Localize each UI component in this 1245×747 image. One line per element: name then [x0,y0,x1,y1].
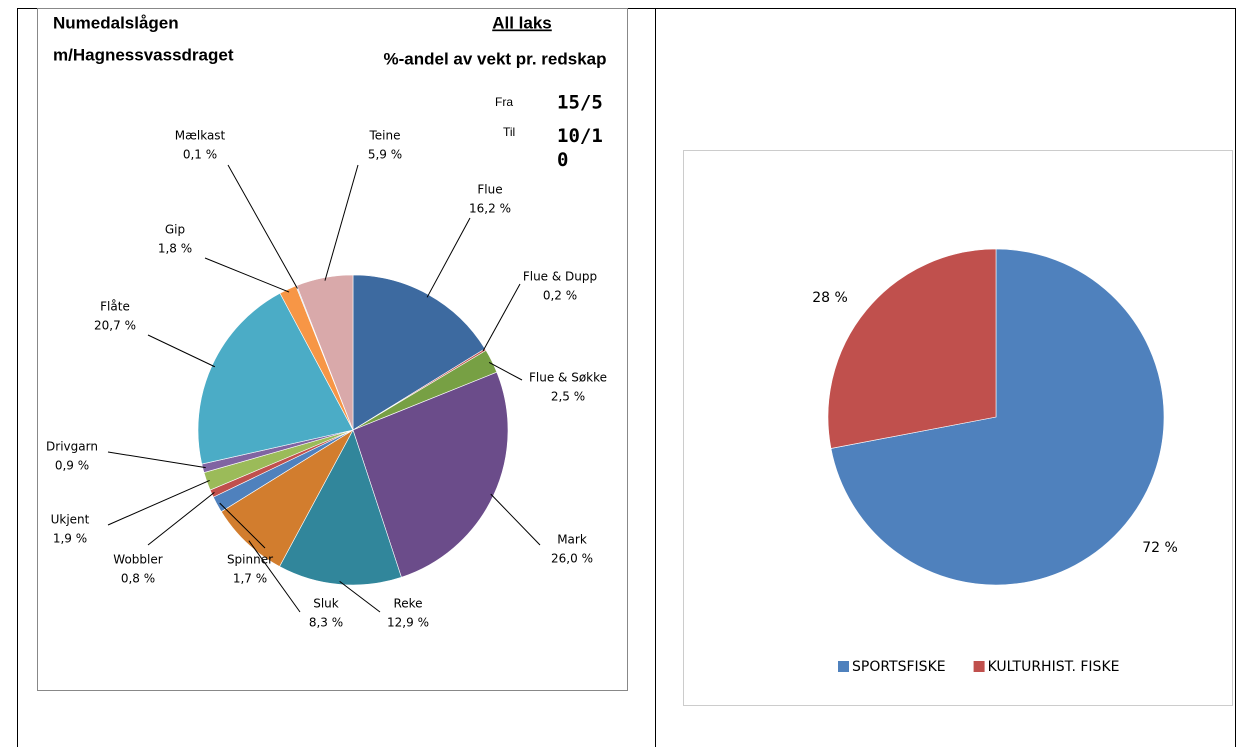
leader-line [204,257,290,293]
slice-value-label: 26,0 % [551,552,593,566]
to-label: Til [503,125,515,139]
pie-slice [279,429,402,586]
heading: All laks [492,13,552,32]
legend-entry: SPORTSFISKE [852,659,946,675]
slice-value-label: 8,3 % [309,616,343,630]
slice-label: Mælkast [175,129,226,143]
slice-label: Flåte [100,300,130,314]
from-date: 15/5 [557,92,603,114]
slice-label: Spinner [227,553,273,567]
slice-label: Drivgarn [46,440,98,454]
slice-label: Flue [477,183,502,197]
slice-value-label: 12,9 % [387,616,429,630]
slice-value-label: 20,7 % [94,319,136,333]
slice-label: Sluk [313,597,339,611]
to-date-line: 0 [557,149,568,171]
chart-subtitle: m/Hagnessvassdraget [53,45,234,64]
slice-label: Reke [393,597,422,611]
slice-label: Gip [165,223,185,237]
slice-value-label: 72 % [1142,540,1178,556]
pie-slice [296,274,354,431]
leader-line [147,491,215,546]
slice-value-label: 1,8 % [158,242,192,256]
pie-slice [830,248,1165,586]
leader-line [339,581,381,613]
slice-value-label: 2,5 % [551,390,585,404]
leader-line [426,217,471,298]
leader-line [227,164,298,289]
slice-label: Mark [557,533,587,547]
legend-swatch [838,661,849,672]
slice-value-label: 5,9 % [368,148,402,162]
leader-line [490,493,541,546]
heading-sub: %-andel av vekt pr. redskap [384,49,607,68]
pie-slice [352,371,509,578]
leader-line [219,502,266,549]
pie-slice [827,248,997,449]
slice-value-label: 16,2 % [469,202,511,216]
slice-label: Flue & Søkke [529,371,607,385]
leader-line [107,479,210,526]
from-label: Fra [495,95,513,109]
leader-line [482,283,521,352]
slice-label: Flue & Dupp [523,270,597,284]
chart-title: Numedalslågen [53,13,179,32]
slice-value-label: 0,1 % [183,148,217,162]
leader-line [248,540,301,613]
slice-value-label: 1,9 % [53,532,87,546]
slice-value-label: 0,2 % [543,289,577,303]
slice-label: Ukjent [51,513,90,527]
slice-value-label: 28 % [812,290,848,306]
to-date: 10/1 0 [557,125,603,171]
leader-line [147,334,216,368]
slice-label: Teine [369,129,401,143]
slice-label: Wobbler [113,553,162,567]
legend-entry: KULTURHIST. FISKE [988,659,1120,675]
slice-value-label: 1,7 % [233,572,267,586]
slice-value-label: 0,8 % [121,572,155,586]
to-date-line: 10/1 [557,125,603,147]
leader-line [107,451,206,469]
legend-swatch [973,661,985,672]
leader-line [324,164,359,281]
leader-line [488,361,523,381]
slice-value-label: 0,9 % [55,459,89,473]
